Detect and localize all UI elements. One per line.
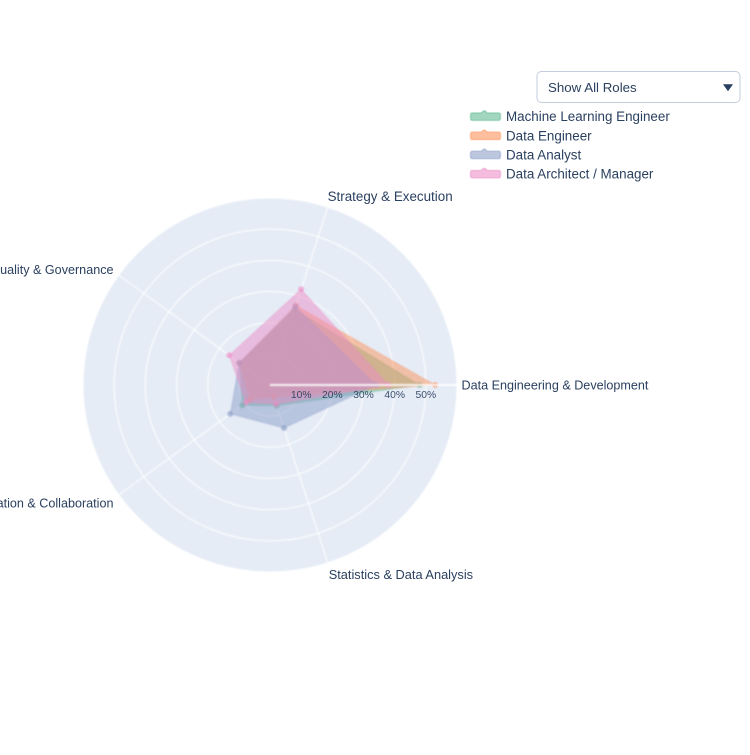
svg-text:Statistics & Data Analysis: Statistics & Data Analysis	[329, 567, 473, 582]
svg-text:30%: 30%	[353, 390, 374, 401]
svg-text:20%: 20%	[322, 390, 343, 401]
svg-text:Strategy & Execution: Strategy & Execution	[328, 189, 453, 204]
svg-text:Show All Roles: Show All Roles	[548, 80, 637, 95]
svg-text:Data Engineer: Data Engineer	[506, 128, 592, 143]
svg-text:Communication & Collaboration: Communication & Collaboration	[0, 496, 114, 510]
svg-text:Quality & Governance: Quality & Governance	[0, 263, 114, 277]
svg-text:Data Engineering & Development: Data Engineering & Development	[462, 378, 649, 392]
svg-text:Machine Learning Engineer: Machine Learning Engineer	[506, 109, 670, 124]
svg-text:Data Architect / Manager: Data Architect / Manager	[506, 167, 654, 182]
svg-text:50%: 50%	[415, 390, 436, 401]
svg-text:10%: 10%	[291, 390, 312, 401]
svg-text:Data Analyst: Data Analyst	[506, 147, 581, 162]
svg-text:40%: 40%	[384, 390, 405, 401]
